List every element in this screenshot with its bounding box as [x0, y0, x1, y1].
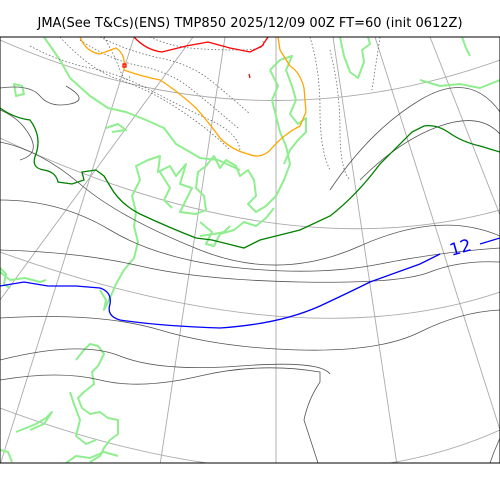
contour-line [0, 249, 500, 283]
coastline [0, 267, 11, 289]
contour-line [0, 309, 500, 351]
contour-line [0, 367, 321, 463]
coastline [419, 79, 500, 89]
parallel-line [0, 251, 500, 319]
parallel-line [0, 39, 500, 101]
isotherm-red [122, 63, 127, 68]
contour-line [103, 37, 131, 81]
coastline [159, 171, 173, 209]
coastline [15, 411, 53, 433]
map-frame [0, 36, 500, 464]
parallel-line [0, 137, 500, 230]
meridian-line [332, 37, 398, 463]
coastline [65, 451, 119, 463]
coastline [69, 391, 97, 445]
contour-line [329, 49, 351, 181]
thin-contours [0, 85, 500, 463]
coastline [75, 343, 119, 463]
isotherm-green [0, 107, 500, 249]
isotherm-red [248, 73, 251, 79]
coastline [105, 123, 127, 133]
meridian-line [159, 37, 226, 463]
contour-line [359, 120, 500, 181]
contour-line [0, 109, 34, 161]
isotherm-red [133, 37, 269, 53]
meridian-line [429, 37, 500, 216]
map-title: JMA(See T&Cs)(ENS) TMP850 2025/12/09 00Z… [37, 16, 463, 31]
contour-line [0, 199, 500, 272]
coastline [99, 69, 291, 311]
contour-line [489, 437, 500, 463]
contour-line [0, 141, 500, 266]
contour-line [149, 37, 265, 51]
isotherm-blue [0, 253, 441, 329]
contour-line [0, 85, 80, 106]
isotherm-orange [79, 37, 307, 157]
contour-line [0, 348, 331, 375]
dotted-contours [29, 37, 381, 181]
coastline [13, 83, 25, 97]
contour-line [371, 37, 381, 91]
coastline [0, 271, 47, 283]
coastline [461, 37, 471, 57]
coastline [269, 55, 307, 165]
coastline [0, 449, 13, 463]
coastlines [0, 37, 500, 463]
meridian-line [374, 37, 500, 431]
contour-line [329, 87, 500, 191]
coastline [43, 37, 241, 171]
contour-line [79, 39, 239, 129]
coastline [339, 37, 371, 79]
parallel-line [0, 407, 500, 463]
isotherm-label: 12 [447, 236, 473, 261]
isotherm-blue [479, 237, 500, 245]
coastline [199, 207, 275, 247]
coastline [199, 225, 231, 237]
contour-line [99, 37, 251, 115]
contour-line [309, 37, 331, 171]
contour-line [59, 37, 231, 151]
